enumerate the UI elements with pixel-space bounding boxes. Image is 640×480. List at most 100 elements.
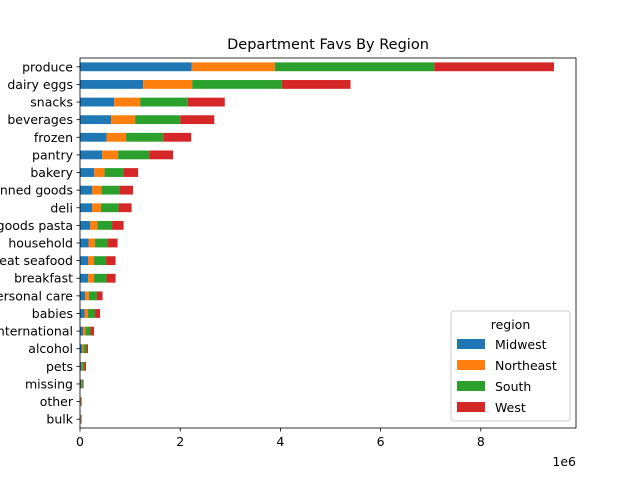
bar-bakery-northeast	[94, 168, 105, 177]
bar-snacks-south	[140, 97, 188, 107]
bar-deli-northeast	[92, 203, 102, 213]
bar-frozen-northeast	[106, 132, 127, 142]
y-tick-label: missing	[25, 376, 73, 391]
bar-bakery-south	[104, 168, 124, 177]
bar-household-west	[107, 238, 118, 248]
bar-snacks-midwest	[80, 97, 115, 107]
bar-pets-northeast	[81, 361, 83, 371]
bar-dry-goods-pasta-west	[112, 220, 124, 230]
y-tick-label: beverages	[7, 112, 73, 127]
bar-bulk-west	[81, 414, 82, 424]
bar-household-south	[95, 238, 108, 248]
bar-babies-south	[88, 309, 96, 318]
legend-label-midwest: Midwest	[495, 337, 547, 352]
bar-international-south	[85, 326, 91, 336]
y-tick-label: canned goods	[0, 183, 73, 198]
bar-pantry-south	[118, 150, 150, 160]
bar-dry-goods-pasta-south	[97, 220, 113, 230]
bar-produce-west	[434, 62, 554, 72]
legend-swatch-northeast	[457, 360, 485, 370]
bar-dairy-eggs-midwest	[80, 80, 144, 89]
bar-breakfast-midwest	[80, 273, 89, 283]
bar-breakfast-west	[106, 273, 116, 283]
chart-title: Department Favs By Region	[227, 37, 429, 53]
bar-produce-northeast	[191, 62, 275, 72]
bar-dry-goods-pasta-northeast	[90, 220, 98, 230]
bar-household-northeast	[88, 238, 96, 248]
x-tick-label: 4	[276, 434, 284, 449]
y-tick-label: personal care	[0, 288, 73, 303]
bar-personal-care-west	[97, 291, 103, 301]
bar-other-south	[80, 397, 82, 406]
bar-pets-west	[84, 361, 87, 371]
y-tick-label: alcohol	[28, 341, 73, 356]
y-tick-label: produce	[22, 59, 73, 74]
legend-label-west: West	[495, 400, 526, 415]
bar-canned-goods-midwest	[80, 185, 93, 195]
x-tick-label: 0	[76, 434, 84, 449]
bar-meat-seafood-northeast	[88, 256, 95, 266]
bar-deli-midwest	[80, 203, 93, 213]
bar-frozen-west	[163, 132, 192, 142]
y-tick-label: bulk	[46, 412, 73, 427]
bar-pets-midwest	[80, 361, 82, 371]
bar-missing-west	[83, 379, 84, 389]
legend-swatch-midwest	[457, 339, 485, 349]
bar-pantry-west	[149, 150, 174, 160]
bar-alcohol-northeast	[82, 344, 84, 354]
y-tick-label: international	[0, 324, 73, 339]
bar-dairy-eggs-west	[281, 80, 351, 89]
bar-meat-seafood-west	[106, 256, 116, 266]
bar-canned-goods-south	[101, 185, 120, 195]
legend-swatch-west	[457, 402, 485, 412]
y-tick-label: dairy eggs	[7, 77, 73, 92]
bar-snacks-northeast	[114, 97, 141, 107]
y-tick-label: pets	[46, 359, 73, 374]
bar-beverages-northeast	[111, 115, 136, 125]
bar-beverages-west	[180, 115, 215, 125]
y-tick-label: meat seafood	[0, 253, 73, 268]
bar-personal-care-northeast	[85, 291, 90, 301]
bar-bakery-west	[123, 168, 139, 177]
bar-deli-west	[118, 203, 132, 213]
y-tick-label: household	[8, 236, 73, 251]
bar-babies-west	[95, 309, 101, 318]
legend-label-south: South	[495, 379, 531, 394]
bar-alcohol-midwest	[80, 344, 83, 354]
legend-box	[450, 310, 571, 422]
bar-meat-seafood-midwest	[80, 256, 89, 266]
bar-produce-midwest	[80, 62, 192, 72]
bar-missing-midwest	[80, 379, 82, 389]
y-tick-label: snacks	[30, 95, 73, 110]
bar-babies-northeast	[84, 309, 89, 318]
bar-frozen-south	[126, 132, 164, 142]
bar-alcohol-south	[83, 344, 87, 354]
bar-dry-goods-pasta-midwest	[80, 220, 91, 230]
axes: produce dairy eggs snacks beverages frozen pa…	[0, 57, 577, 449]
bar-canned-goods-west	[119, 185, 134, 195]
bar-alcohol-west	[86, 344, 89, 354]
bar-international-midwest	[80, 326, 84, 336]
legend: region Midwest Northeast South West	[450, 310, 571, 422]
bar-meat-seafood-south	[94, 256, 107, 266]
legend-swatch-south	[457, 381, 485, 391]
bar-frozen-midwest	[80, 132, 107, 142]
bar-snacks-west	[187, 97, 225, 107]
y-tick-label: bakery	[30, 165, 73, 180]
bar-other-west	[81, 397, 82, 406]
bar-bakery-midwest	[80, 168, 95, 177]
bar-missing-south	[81, 379, 84, 389]
bar-international-west	[90, 326, 95, 336]
bar-dairy-eggs-northeast	[143, 80, 193, 89]
y-tick-label: dry goods pasta	[0, 218, 73, 233]
bars-layer	[80, 62, 554, 424]
bar-pantry-northeast	[102, 150, 119, 160]
y-tick-label: babies	[32, 306, 73, 321]
y-tick-label: frozen	[34, 130, 73, 145]
bar-bulk-south	[80, 414, 82, 424]
bar-canned-goods-northeast	[92, 185, 102, 195]
bar-produce-south	[274, 62, 435, 72]
legend-title: region	[491, 317, 531, 332]
bar-breakfast-south	[94, 273, 107, 283]
